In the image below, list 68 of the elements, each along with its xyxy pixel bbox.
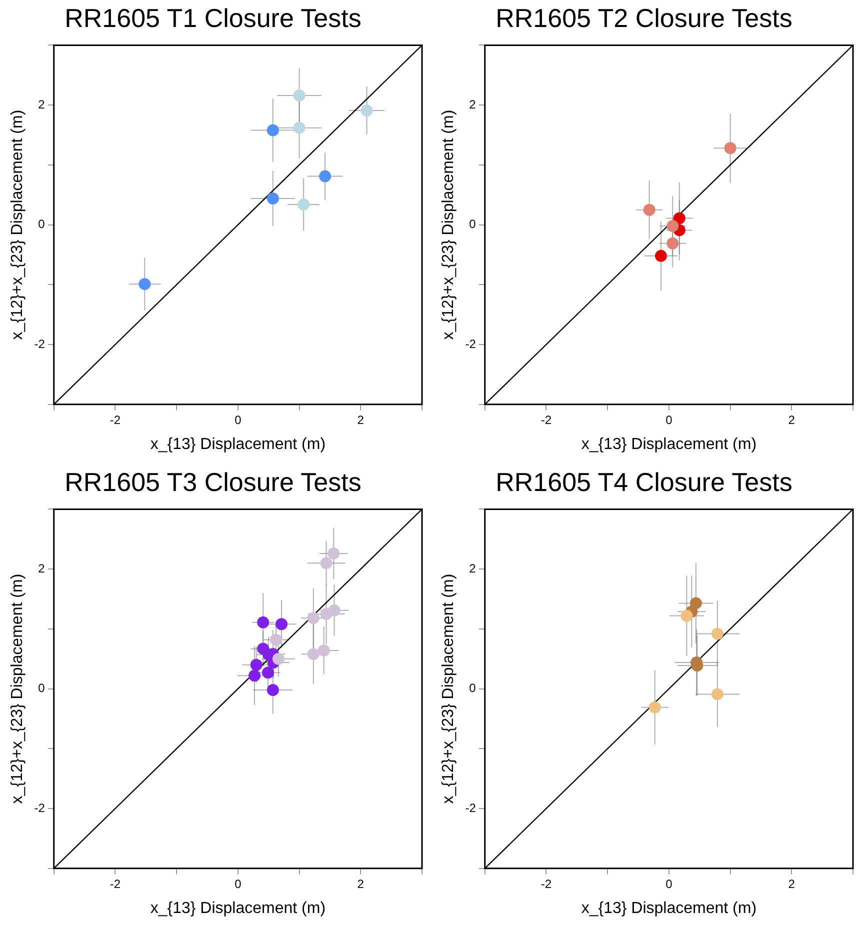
point [262,666,274,679]
point [298,198,310,210]
y-axis-title: x_{12}+x_{23} Displacement (m) [9,574,26,804]
point [257,616,270,628]
point [666,237,679,250]
point [328,604,340,616]
x-tick-label: 0 [666,876,673,891]
y-tick-label: 2 [469,561,476,576]
y-axis-title: x_{12}+x_{23} Displacement (m) [9,110,26,340]
point [654,250,667,262]
point [318,644,330,656]
y-tick-label: -2 [34,800,46,815]
point [711,688,724,700]
x-tick-label: 2 [788,412,796,427]
chart-title: RR1605 T3 Closure Tests [64,466,362,497]
chart-title: RR1605 T2 Closure Tests [496,2,792,33]
point [138,278,151,290]
y-tick-label: 2 [38,561,46,576]
point [270,634,282,646]
point [724,142,736,154]
point [666,220,679,232]
chart-title: RR1605 T1 Closure Tests [64,2,362,33]
point [328,548,340,560]
point [266,124,279,136]
point [320,557,332,570]
y-tick-label: 2 [38,97,46,112]
x-tick-label: 2 [788,876,796,891]
point [266,192,279,204]
y-tick-label: -2 [34,336,46,351]
x-tick-label: -2 [540,412,552,427]
point [680,610,693,622]
point [248,670,260,682]
y-tick-label: -2 [465,336,476,351]
y-tick-label: 2 [469,97,476,112]
point [360,104,373,116]
point [673,212,686,224]
x-axis-title: x_{13} Displacement (m) [150,900,326,917]
point [307,612,320,624]
x-axis-title: x_{13} Displacement (m) [581,900,757,917]
y-tick-label: 0 [38,217,46,232]
x-tick-label: 2 [357,412,364,427]
y-tick-label: 0 [469,681,476,696]
y-tick-label: -2 [465,800,476,815]
y-tick-label: 0 [38,681,46,696]
x-tick-label: 0 [666,412,673,427]
x-tick-label: 0 [234,876,242,891]
x-tick-label: 0 [234,412,242,427]
point [648,701,661,714]
x-tick-label: 2 [357,876,364,891]
y-axis-title: x_{12}+x_{23} Displacement (m) [440,110,458,340]
y-axis-title: x_{12}+x_{23} Displacement (m) [440,574,458,804]
point [275,618,288,630]
y-tick-label: 0 [469,217,476,232]
point [250,658,262,671]
x-axis-title: x_{13} Displacement (m) [581,436,757,453]
chart-title: RR1605 T4 Closure Tests [496,466,792,497]
point [643,204,656,216]
x-tick-label: -2 [110,412,121,427]
point [293,122,306,134]
point [307,648,320,660]
point [293,89,306,102]
point [319,170,332,182]
x-axis-title: x_{13} Displacement (m) [150,436,326,453]
x-tick-label: -2 [540,876,552,891]
point [711,628,724,640]
x-tick-label: -2 [110,876,121,891]
point [266,684,279,696]
point [272,652,284,665]
